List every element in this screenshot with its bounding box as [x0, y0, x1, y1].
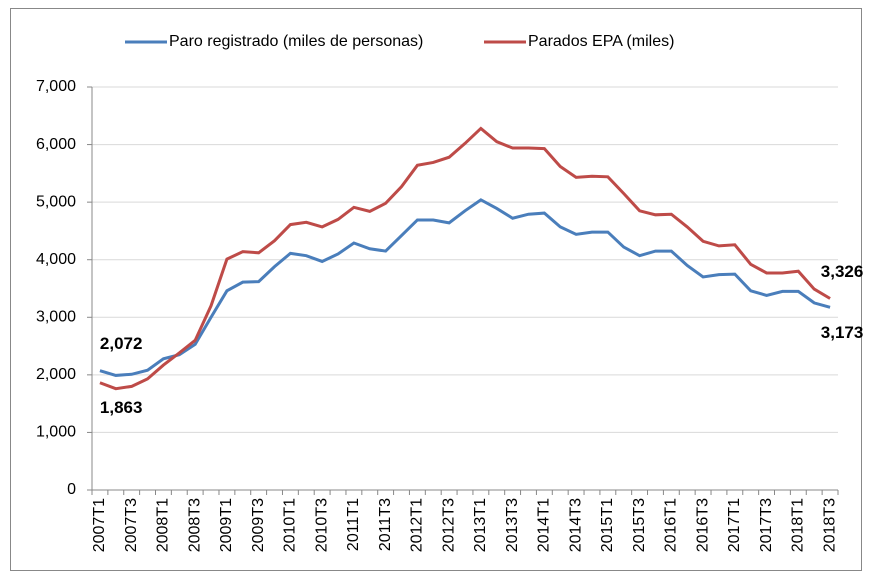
x-tick-label: 2012T3	[440, 498, 457, 552]
x-tick-label: 2017T1	[726, 498, 743, 552]
y-tick-label: 2,000	[36, 366, 76, 383]
x-tick-label: 2017T3	[758, 498, 775, 552]
data-label: 3,173	[821, 323, 864, 342]
chart-border	[10, 8, 862, 571]
x-tick-label: 2014T3	[567, 498, 584, 552]
y-tick-label: 7,000	[36, 78, 76, 95]
x-tick-label: 2013T3	[504, 498, 521, 552]
legend-label: Paro registrado (miles de personas)	[169, 33, 423, 50]
y-tick-label: 1,000	[36, 424, 76, 441]
x-tick-label: 2010T3	[313, 498, 330, 552]
x-tick-label: 2012T1	[409, 498, 426, 552]
x-tick-label: 2007T1	[91, 498, 108, 552]
x-tick-label: 2008T1	[155, 498, 172, 552]
data-label: 1,863	[100, 398, 143, 417]
x-tick-label: 2018T3	[821, 498, 838, 552]
data-label: 2,072	[100, 334, 143, 353]
x-tick-label: 2015T1	[599, 498, 616, 552]
x-tick-label: 2009T3	[250, 498, 267, 552]
x-tick-label: 2014T1	[536, 498, 553, 552]
x-tick-label: 2010T1	[282, 498, 299, 552]
series-line	[99, 198, 831, 377]
y-tick-label: 3,000	[36, 309, 76, 326]
x-tick-label: 2018T1	[790, 498, 807, 552]
x-tick-label: 2011T1	[345, 498, 362, 551]
x-tick-label: 2016T1	[663, 498, 680, 552]
series-line	[99, 126, 831, 391]
y-tick-label: 6,000	[36, 136, 76, 153]
x-tick-label: 2016T3	[694, 498, 711, 552]
x-tick-label: 2011T3	[377, 498, 394, 551]
x-tick-label: 2009T1	[218, 498, 235, 552]
x-tick-label: 2007T3	[123, 498, 140, 552]
x-tick-label: 2008T3	[186, 498, 203, 552]
y-tick-label: 5,000	[36, 193, 76, 210]
x-tick-label: 2015T3	[631, 498, 648, 552]
x-tick-label: 2013T1	[472, 498, 489, 552]
y-tick-label: 4,000	[36, 251, 76, 268]
legend-label: Parados EPA (miles)	[528, 33, 674, 50]
y-tick-label: 0	[67, 481, 76, 498]
data-label: 3,326	[821, 262, 864, 281]
